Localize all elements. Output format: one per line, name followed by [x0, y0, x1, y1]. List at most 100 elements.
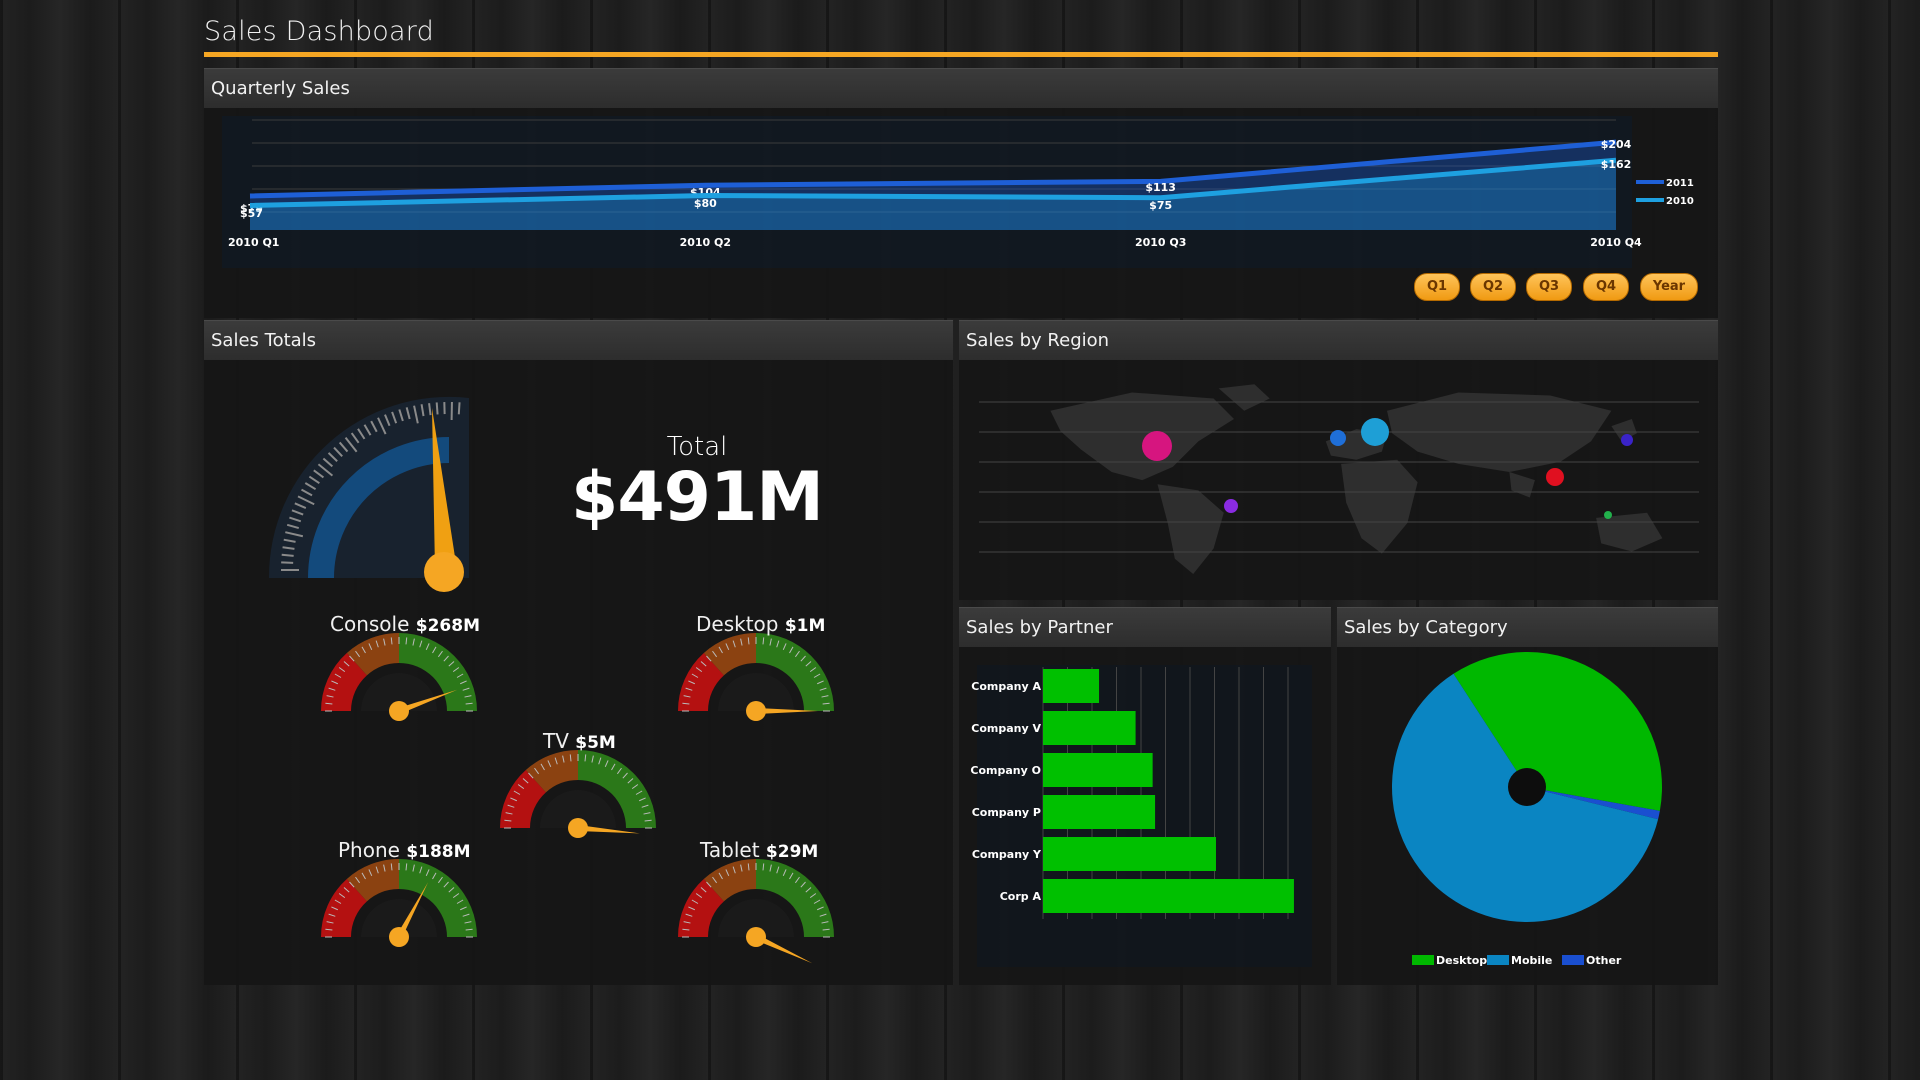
- sales-totals-header: Sales Totals: [204, 320, 953, 360]
- data-label: $162: [1601, 158, 1632, 171]
- gauge-tick: [289, 516, 302, 523]
- gauge-tick: [740, 864, 743, 872]
- console-value: $268M: [415, 616, 480, 636]
- tv-name: TV: [543, 729, 569, 753]
- q2-button[interactable]: Q2: [1470, 273, 1516, 301]
- gauge-tick: [604, 760, 609, 767]
- gauge-tick: [425, 869, 430, 876]
- x-tick-label: 2010 Q2: [680, 236, 731, 249]
- gauge-tick: [789, 872, 794, 880]
- pie-slice-desktop: [1453, 652, 1662, 811]
- gauge-tick: [437, 650, 443, 658]
- gauge-tick: [805, 887, 812, 893]
- gauge-tick: [412, 638, 415, 646]
- sales-by-region-panel: [959, 360, 1718, 600]
- gauge-tick: [631, 784, 639, 790]
- gauge-tick: [562, 755, 565, 763]
- gauge-tick: [282, 546, 295, 550]
- gauge-tick: [328, 687, 336, 691]
- legend-swatch: [1412, 955, 1434, 965]
- gauge-tick: [800, 881, 806, 888]
- gauge-tick: [325, 928, 333, 931]
- gauge-tick: [384, 414, 391, 427]
- gauge-tick: [522, 778, 529, 784]
- gauge-tick: [547, 760, 552, 767]
- desktop-gauge: [678, 633, 834, 721]
- gauge-tick: [419, 866, 423, 874]
- partner-label: Corp A: [1000, 890, 1042, 903]
- partner-bar: [1043, 753, 1153, 787]
- gauge-tick: [405, 637, 408, 645]
- x-tick-label: 2010 Q3: [1135, 236, 1186, 249]
- gauge-tick: [301, 488, 313, 497]
- console-gauge: [321, 633, 477, 721]
- gauge-tick: [464, 921, 472, 924]
- region-bubble: [1224, 499, 1238, 513]
- gauge-hub-bg: [718, 899, 794, 937]
- gauge-tick: [776, 640, 780, 648]
- gauge-needle: [396, 882, 429, 939]
- gauge-tick: [639, 797, 646, 802]
- region-bubble: [1604, 511, 1612, 519]
- pie-hole: [1508, 768, 1546, 806]
- gauge-tick: [622, 772, 628, 779]
- legend-label-2011: 2011: [1666, 178, 1694, 189]
- gauge-tick: [361, 646, 366, 654]
- gauge-tick: [718, 872, 723, 880]
- region-bubble: [1546, 468, 1564, 486]
- q1-button[interactable]: Q1: [1414, 273, 1460, 301]
- q4-button[interactable]: Q4: [1583, 273, 1629, 301]
- sales-by-partner-panel: Company A Company V Company O Company P Comp…: [959, 647, 1331, 985]
- gauge-hub-bg: [361, 673, 437, 711]
- x-tick-label: 2010 Q4: [1590, 236, 1642, 249]
- gauge-tick: [435, 402, 439, 415]
- gauge-tick: [627, 778, 634, 784]
- gauge-tick: [584, 754, 587, 762]
- gauge-tick: [317, 463, 334, 477]
- gauge-tick: [383, 864, 386, 872]
- gauge-pivot: [746, 701, 766, 721]
- gauge-tick: [370, 420, 378, 433]
- gauge-tick: [448, 661, 455, 667]
- gauge-pivot: [389, 927, 409, 947]
- year-button[interactable]: Year: [1640, 273, 1698, 301]
- legend-label-2010: 2010: [1666, 196, 1694, 207]
- gauge-tick: [794, 650, 800, 658]
- gauge-tick: [413, 405, 419, 424]
- series-area-2010: [250, 160, 1616, 230]
- gauge-tick: [331, 906, 338, 911]
- gauge-tick: [391, 411, 398, 424]
- region-bubble: [1621, 434, 1633, 446]
- continent: [1218, 384, 1270, 411]
- gauge-tick: [598, 757, 602, 765]
- gauge-tick: [368, 643, 373, 650]
- gauge-tick: [368, 869, 373, 876]
- gauge-band: [578, 750, 656, 828]
- gauge-tick: [505, 812, 513, 815]
- gauge-tick: [554, 757, 558, 765]
- gauge-tick: [286, 523, 300, 530]
- gauge-tick: [304, 482, 317, 491]
- continent: [1509, 472, 1535, 498]
- data-label: $57: [240, 207, 263, 220]
- tablet-name: Tablet: [700, 838, 760, 862]
- gauge-tick: [800, 655, 806, 662]
- partner-bar: [1043, 711, 1136, 745]
- tablet-gauge: [678, 859, 834, 964]
- gauge-tick: [390, 637, 393, 645]
- gauge-tick: [377, 417, 387, 435]
- region-bubble: [1142, 431, 1172, 461]
- q3-button[interactable]: Q3: [1526, 273, 1572, 301]
- gauge-tick: [437, 876, 443, 884]
- phone-gauge: [321, 859, 477, 947]
- gauge-pivot: [424, 552, 464, 592]
- gauge-tick: [510, 797, 517, 802]
- legend-label: Mobile: [1511, 954, 1552, 967]
- partner-bar: [1043, 669, 1100, 703]
- gauge-tick: [822, 702, 830, 705]
- gauge-needle: [756, 708, 818, 714]
- gauge-tick: [813, 899, 821, 904]
- gauge-tick: [361, 872, 366, 880]
- total-value: $491M: [571, 458, 824, 537]
